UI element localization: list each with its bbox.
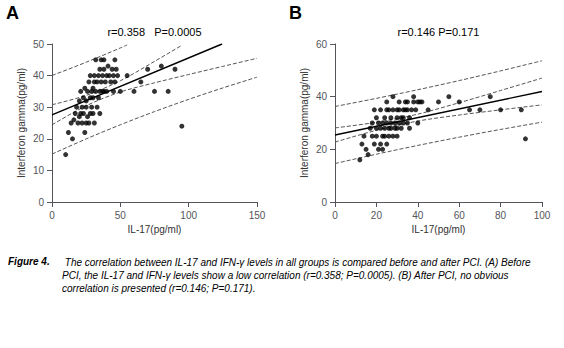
svg-text:80: 80 — [495, 210, 507, 221]
svg-text:50: 50 — [33, 39, 45, 50]
svg-text:40: 40 — [316, 91, 328, 102]
svg-text:PCI, the IL-17 and IFN-γ level: PCI, the IL-17 and IFN-γ levels show a l… — [62, 270, 511, 281]
svg-text:10: 10 — [33, 165, 45, 176]
svg-text:20: 20 — [316, 144, 328, 155]
svg-text:IL-17(pg/ml): IL-17(pg/ml) — [128, 224, 182, 235]
svg-text:60: 60 — [454, 210, 466, 221]
svg-text:IL-17(pg/ml): IL-17(pg/ml) — [412, 224, 466, 235]
svg-text:0: 0 — [49, 210, 55, 221]
svg-text:r=0.146 P=0.171: r=0.146 P=0.171 — [398, 26, 480, 38]
svg-text:0: 0 — [38, 197, 44, 208]
svg-text:r=0.358 P=0.0005: r=0.358 P=0.0005 — [107, 26, 201, 38]
svg-text:40: 40 — [33, 70, 45, 81]
svg-text:100: 100 — [534, 210, 551, 221]
svg-text:20: 20 — [33, 133, 45, 144]
svg-text:0: 0 — [321, 197, 327, 208]
svg-text:A: A — [6, 3, 19, 23]
svg-text:B: B — [289, 3, 302, 23]
svg-text:20: 20 — [371, 210, 383, 221]
svg-text:Interferon gamma(pg/ml): Interferon gamma(pg/ml) — [16, 68, 27, 178]
svg-text:0: 0 — [332, 210, 338, 221]
svg-text:40: 40 — [412, 210, 424, 221]
svg-text:60: 60 — [316, 39, 328, 50]
svg-text:30: 30 — [33, 102, 45, 113]
svg-text:150: 150 — [249, 210, 266, 221]
svg-text:The correlation between IL-17: The correlation between IL-17 and IFN-γ … — [62, 257, 533, 268]
svg-text:Interferon gamma(pg/ml): Interferon gamma(pg/ml) — [299, 68, 310, 178]
svg-text:100: 100 — [180, 210, 197, 221]
svg-text:correlation is presented (r=0.: correlation is presented (r=0.146; P=0.1… — [62, 283, 255, 294]
svg-text:50: 50 — [115, 210, 127, 221]
svg-text:Figure 4.: Figure 4. — [8, 256, 50, 267]
